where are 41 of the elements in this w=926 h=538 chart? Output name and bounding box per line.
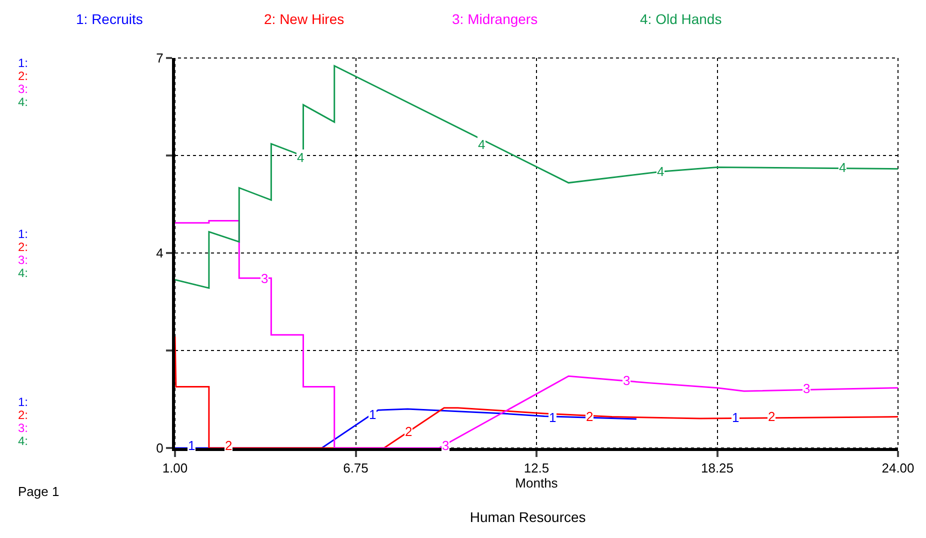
annotation: 2 bbox=[768, 409, 776, 424]
x-tick-label: 18.25 bbox=[700, 460, 734, 476]
text: 3: bbox=[18, 253, 28, 267]
text: 2: New Hires bbox=[264, 11, 344, 27]
y-tick-label: 7 bbox=[156, 50, 164, 66]
annotation: 1 bbox=[549, 410, 556, 425]
annotation: 3 bbox=[803, 381, 810, 396]
text: Page 1 bbox=[18, 484, 60, 499]
annotation: 1 bbox=[369, 407, 376, 422]
x-tick-label: 6.75 bbox=[343, 460, 368, 476]
x-axis-title: Months bbox=[515, 476, 558, 491]
x-tick-label: 24.00 bbox=[882, 460, 914, 476]
annotation: 4 bbox=[478, 137, 486, 152]
y-tick-label: 0 bbox=[156, 440, 164, 456]
text: 3: Midrangers bbox=[452, 11, 538, 27]
text: 1: bbox=[18, 227, 28, 241]
annotation: 1 bbox=[732, 410, 740, 425]
text: 4: bbox=[18, 434, 28, 448]
text: 2: bbox=[18, 408, 28, 422]
text: 2: bbox=[18, 69, 28, 83]
annotation: 2 bbox=[225, 438, 232, 453]
x-tick-label: 12.5 bbox=[524, 460, 550, 476]
x-tick-label: 1.00 bbox=[162, 460, 188, 476]
text: Human Resources bbox=[470, 508, 586, 525]
annotation: 3 bbox=[442, 438, 450, 453]
text: 1: bbox=[18, 56, 28, 70]
y-tick-label: 4 bbox=[156, 246, 164, 261]
text: 2: bbox=[18, 240, 28, 254]
text: 1: Recruits bbox=[76, 11, 143, 27]
text: 1: bbox=[18, 395, 28, 409]
annotation: 2 bbox=[586, 409, 594, 424]
text: 4: bbox=[18, 266, 28, 280]
text: 3: bbox=[18, 421, 28, 435]
text: 4: bbox=[18, 95, 28, 109]
annotation: 3 bbox=[261, 271, 268, 286]
text: 4: Old Hands bbox=[640, 11, 722, 27]
annotation: 3 bbox=[623, 373, 630, 388]
text: 3: bbox=[18, 82, 28, 96]
annotation: 1 bbox=[188, 438, 196, 453]
annotation: 4 bbox=[839, 160, 846, 175]
annotation: 2 bbox=[405, 424, 412, 439]
